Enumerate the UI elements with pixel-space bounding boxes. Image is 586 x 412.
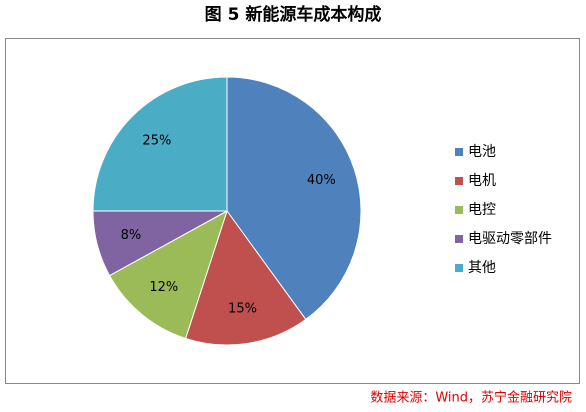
legend-label: 电机 (468, 173, 496, 189)
data-label: 25% (142, 133, 171, 148)
pie-slice (184, 209, 307, 346)
data-label: 12% (149, 280, 178, 295)
legend-swatch (455, 264, 463, 272)
legend-label: 电控 (468, 202, 496, 218)
legend-label: 电驱动零部件 (468, 231, 552, 247)
legend-swatch (455, 235, 463, 243)
data-label: 40% (307, 173, 336, 188)
pie-slice (226, 76, 362, 321)
pie-slice (92, 76, 228, 212)
legend-swatch (455, 148, 463, 156)
data-label: 8% (121, 228, 142, 243)
legend-swatch (455, 177, 463, 185)
source-note: 数据来源：Wind，苏宁金融研究院 (370, 390, 572, 406)
chart-title: 图 5 新能源车成本构成 (205, 4, 382, 25)
data-label: 15% (228, 301, 257, 316)
legend-swatch (455, 206, 463, 214)
pie-slice (108, 209, 228, 340)
legend-label: 电池 (468, 144, 496, 160)
legend-label: 其他 (468, 260, 496, 276)
